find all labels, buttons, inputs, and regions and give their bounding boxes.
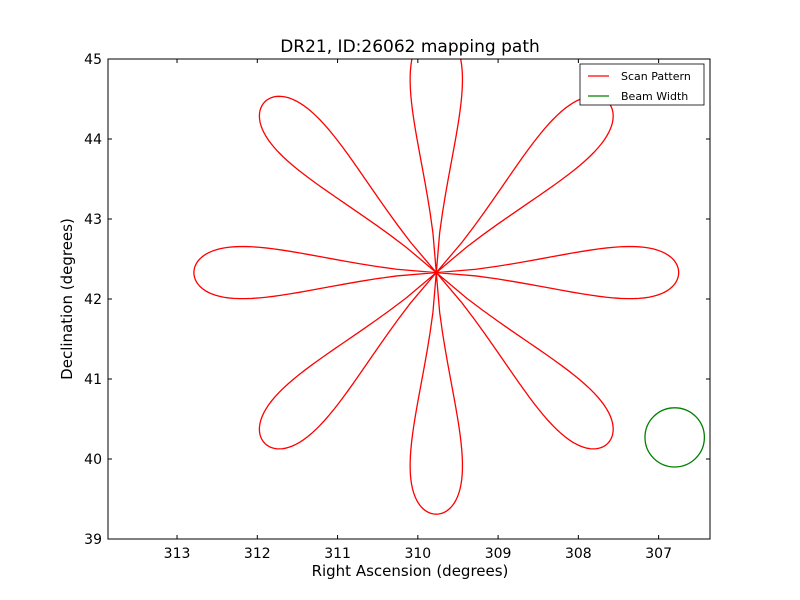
series-scan-pattern-petal xyxy=(193,245,437,300)
y-tick-label: 43 xyxy=(84,212,102,228)
series-scan-pattern-petal xyxy=(258,95,437,274)
x-tick-label: 310 xyxy=(404,546,431,562)
x-tick-label: 308 xyxy=(565,546,592,562)
y-tick-label: 45 xyxy=(84,52,102,68)
x-tick-label: 313 xyxy=(164,546,191,562)
y-axis-label: Declination (degrees) xyxy=(58,218,76,380)
x-axis-label: Right Ascension (degrees) xyxy=(312,562,509,580)
y-tick-label: 41 xyxy=(84,372,102,388)
legend-box xyxy=(579,63,705,106)
legend-label-scan-pattern: Scan Pattern xyxy=(621,70,691,83)
chart-title: DR21, ID:26062 mapping path xyxy=(280,37,540,57)
y-tick-label: 40 xyxy=(84,452,102,468)
series-scan-pattern-petal xyxy=(409,272,464,515)
y-tick-label: 39 xyxy=(84,532,102,548)
x-tick-label: 309 xyxy=(485,546,512,562)
x-tick-label: 311 xyxy=(324,546,351,562)
series-scan-pattern-petal xyxy=(258,272,437,450)
y-axis: 39 40 41 42 43 44 45 xyxy=(84,52,710,548)
x-tick-label: 307 xyxy=(645,546,672,562)
series-scan-pattern-petal xyxy=(409,59,464,273)
x-axis: 313 312 311 310 309 308 307 xyxy=(164,59,672,562)
legend: Scan Pattern Beam Width xyxy=(579,63,705,106)
series-beam-width-circle xyxy=(644,407,706,468)
series-scan-pattern-petal xyxy=(436,245,680,300)
y-tick-label: 42 xyxy=(84,292,102,308)
y-tick-label: 44 xyxy=(84,132,102,148)
legend-label-beam-width: Beam Width xyxy=(621,90,688,103)
series-scan-pattern-petal xyxy=(435,272,614,450)
x-tick-label: 312 xyxy=(244,546,271,562)
